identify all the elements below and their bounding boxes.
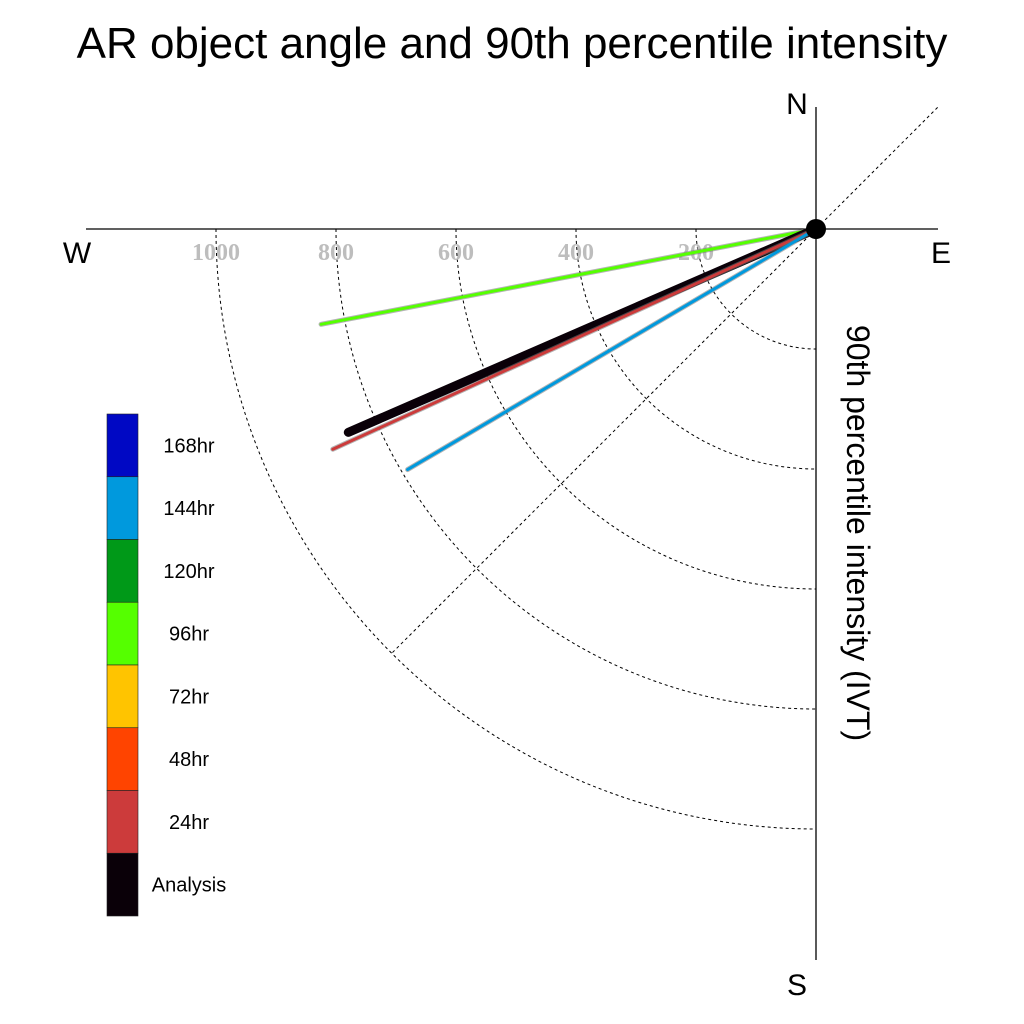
radial-tick-labels: 1000800600400200 xyxy=(192,240,714,266)
compass-north-label: N xyxy=(786,88,808,121)
radial-tick-label: 400 xyxy=(558,240,594,266)
legend-swatch xyxy=(106,852,139,917)
grid-diagonal xyxy=(391,107,938,654)
grid-ring xyxy=(575,228,817,470)
chart-title: AR object angle and 90th percentile inte… xyxy=(77,19,948,68)
origin-marker xyxy=(806,219,826,239)
legend-swatch xyxy=(106,539,139,603)
compass-west-label: W xyxy=(63,237,92,270)
legend-swatch xyxy=(106,476,139,540)
y-axis-label: 90th percentile intensity (IVT) xyxy=(840,325,876,741)
series-line xyxy=(331,227,818,451)
radial-tick-label: 600 xyxy=(438,240,474,266)
legend-label: 144hr xyxy=(163,498,214,520)
legend-swatch xyxy=(106,664,139,729)
radial-tick-label: 1000 xyxy=(192,240,240,266)
series-line xyxy=(319,227,818,326)
compass-south-label: S xyxy=(787,969,807,1002)
legend-swatch xyxy=(106,790,139,854)
legend-swatch xyxy=(106,601,139,666)
grid xyxy=(215,107,938,830)
legend-label: 96hr xyxy=(169,624,209,646)
grid-ring xyxy=(215,228,817,830)
legend: 168hr 144hr 120hr 96hr 72hr 48hr 24hr Analysis xyxy=(106,413,226,917)
series-lines xyxy=(318,224,821,473)
radial-tick-label: 800 xyxy=(318,240,354,266)
grid-ring xyxy=(455,228,817,590)
legend-label: 168hr xyxy=(163,435,214,457)
legend-label: 72hr xyxy=(169,686,209,708)
legend-swatch xyxy=(106,413,139,478)
legend-label: Analysis xyxy=(152,875,226,897)
grid-ring xyxy=(695,228,817,350)
legend-label: 24hr xyxy=(169,812,209,834)
series-line xyxy=(406,227,818,472)
compass-east-label: E xyxy=(931,237,951,270)
legend-label: 120hr xyxy=(163,561,214,583)
legend-label: 48hr xyxy=(169,749,209,771)
legend-swatch xyxy=(106,727,139,791)
